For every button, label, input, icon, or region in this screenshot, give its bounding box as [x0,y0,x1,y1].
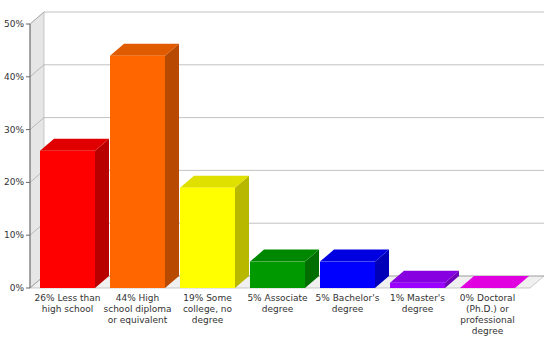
tick-label: 50% [4,19,24,29]
grid-line [30,65,544,77]
bar [460,288,515,289]
bars [40,44,529,288]
category-label: 5% Bachelor's degree [313,293,383,315]
tick-mark [26,24,30,25]
category-label: 5% Associate degree [243,293,313,315]
bar-top [320,250,389,262]
category-label: 19% Some college, no degree [173,293,243,326]
bar-top [180,176,249,188]
bar-side [165,44,179,288]
tick-mark [26,182,30,183]
y-axis [30,24,31,288]
bar-top [110,44,179,56]
category-label: 0% Doctoral (Ph.D.) or professional degr… [453,293,523,337]
category-label: 26% Less than high school [33,293,103,315]
bar [320,262,375,288]
tick-label: 20% [4,177,24,187]
bar-top [390,271,459,283]
bar [110,56,165,288]
bar-top [460,276,529,288]
tick-mark [26,76,30,77]
bar [40,151,95,288]
tick-mark [26,235,30,236]
tick-label: 40% [4,72,24,82]
bar [250,262,305,288]
tick-mark [26,288,30,289]
bar-top [40,139,109,151]
tick-label: 10% [4,230,24,240]
bar [180,188,235,288]
grid-line [30,12,544,24]
bar [390,283,445,288]
category-label: 1% Master's degree [383,293,453,315]
chart-wrap: 0% 10% 20% 30% 40% 50% 26% Less than high scho… [0,0,550,350]
grid-line [30,118,544,130]
tick-label: 30% [4,125,24,135]
tick-label: 0% [10,283,25,293]
tick-mark [26,129,30,130]
category-label: 44% High school diploma or equivalent [103,293,173,326]
bar-side [95,139,109,288]
bar-side [235,176,249,288]
bar-top [250,250,319,262]
